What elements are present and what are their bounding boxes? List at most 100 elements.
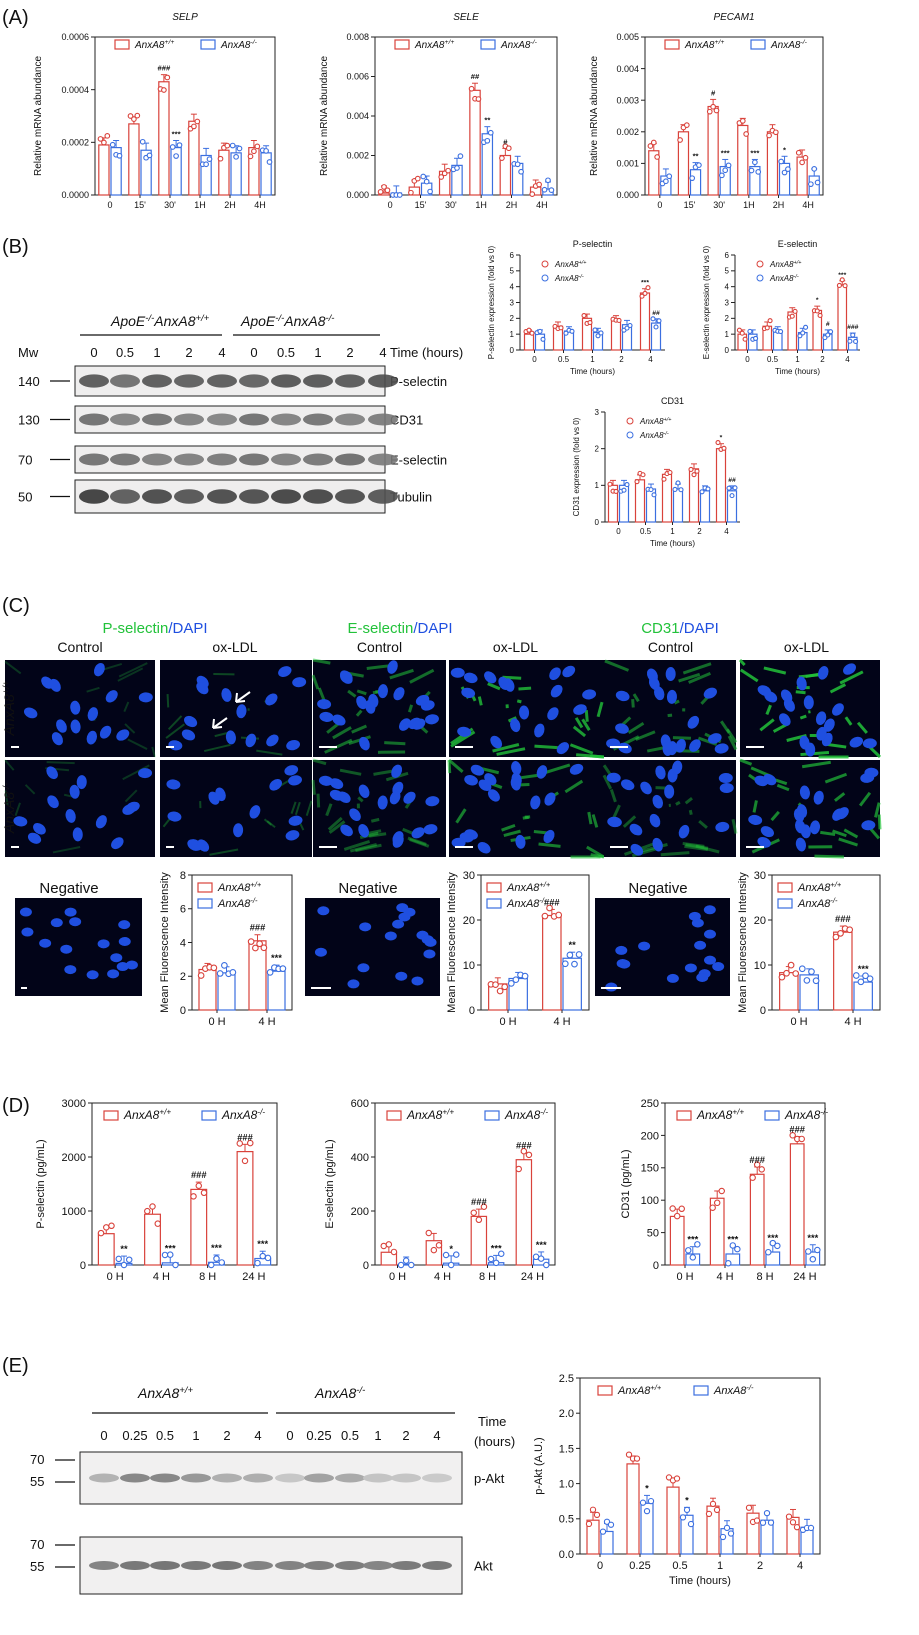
wt-point	[832, 933, 840, 941]
nucleus	[763, 773, 777, 786]
ko-point	[116, 152, 123, 159]
nucleus	[549, 667, 561, 681]
wt-significance: ###	[516, 1140, 532, 1150]
blot-band	[150, 1473, 180, 1483]
nucleus	[50, 918, 63, 928]
legend-swatch-wt	[541, 260, 549, 268]
green-signal	[622, 815, 637, 828]
blot-band	[303, 489, 333, 504]
legend-swatch-ko	[756, 274, 764, 282]
nucleus	[547, 707, 559, 721]
stain-title: E-selectin/DAPI	[347, 620, 452, 637]
legend-label-wt: AnxA8+/+	[123, 1107, 171, 1122]
y-tick-label: 200	[641, 1130, 659, 1142]
ko-bar	[600, 1530, 614, 1555]
ko-point	[650, 316, 656, 322]
legend-label-wt: AnxA8+/+	[506, 880, 551, 894]
wt-point	[555, 911, 563, 919]
ko-point	[537, 1255, 545, 1262]
green-signal	[124, 789, 138, 803]
nucleus	[666, 973, 679, 983]
plot-frame	[771, 874, 881, 1011]
nucleus	[498, 676, 510, 690]
ko-point	[685, 1247, 692, 1254]
nucleus	[511, 761, 522, 775]
ko-point	[705, 486, 711, 492]
nucleus	[487, 789, 500, 802]
blot-band	[174, 453, 204, 466]
nucleus	[849, 736, 864, 748]
oxldl-label: ox-LDL	[212, 639, 257, 655]
wt-significance: ##	[471, 72, 480, 81]
mw-marker: 70	[30, 1452, 44, 1467]
nucleus	[318, 775, 333, 786]
ko-point	[397, 1261, 405, 1269]
ko-point	[723, 1524, 731, 1532]
lane-label: 1	[314, 345, 321, 360]
wt-point	[789, 1519, 797, 1526]
nucleus	[392, 831, 404, 845]
green-signal	[4, 790, 9, 806]
lane-label: 0	[100, 1428, 107, 1443]
nucleus	[655, 765, 666, 780]
blot-band	[363, 1561, 393, 1570]
green-signal	[672, 736, 691, 740]
control-label: Control	[357, 639, 402, 655]
legend-swatch-wt	[756, 260, 764, 268]
wt-bar	[766, 131, 779, 196]
green-signal	[407, 836, 427, 846]
legend-swatch-ko	[201, 1110, 217, 1121]
green-signal	[492, 743, 520, 753]
ko-significance: ***	[211, 1243, 222, 1253]
legend-swatch-wt	[114, 39, 130, 50]
oxldl-label: ox-LDL	[784, 639, 829, 655]
nucleus	[718, 773, 733, 784]
nucleus	[111, 837, 124, 850]
wt-point	[814, 308, 820, 314]
nucleus	[703, 929, 716, 939]
nucleus	[314, 947, 327, 957]
wt-point	[836, 282, 842, 289]
green-signal	[801, 760, 831, 769]
ko-point	[396, 192, 403, 198]
wt-point	[798, 1135, 805, 1143]
nucleus	[197, 839, 210, 852]
nucleus	[799, 785, 810, 800]
blot-band	[368, 453, 398, 466]
green-signal	[522, 815, 529, 820]
green-signal	[844, 716, 853, 726]
ko-point	[592, 327, 598, 333]
ko-significance: **	[693, 152, 699, 161]
ko-significance: ###	[847, 324, 859, 331]
nucleus	[332, 714, 346, 726]
wt-point	[661, 476, 667, 482]
ko-significance: *	[685, 1495, 689, 1505]
blot-band	[271, 453, 301, 466]
mw-marker: 55	[30, 1559, 44, 1574]
x-tick-label: 24 H	[793, 1271, 816, 1283]
green-signal	[731, 818, 738, 834]
wt-point	[683, 122, 690, 128]
wt-point	[669, 1205, 676, 1212]
y-tick-label: 6	[510, 251, 515, 260]
nucleus	[640, 781, 652, 795]
green-signal	[503, 829, 521, 837]
ko-point	[748, 167, 755, 174]
nucleus	[652, 837, 663, 852]
y-tick-label: 0	[180, 1005, 186, 1017]
green-signal	[688, 671, 711, 684]
nucleus	[392, 919, 405, 929]
ko-point	[853, 338, 859, 345]
y-tick-label: 5	[510, 267, 515, 276]
wt-point	[384, 187, 391, 194]
ko-point	[561, 960, 569, 968]
mw-label: Mw	[18, 345, 39, 360]
nucleus	[387, 660, 398, 674]
ko-significance: ***	[750, 148, 759, 157]
nucleus	[618, 959, 631, 969]
arrow-icon	[235, 691, 251, 703]
wt-point	[742, 336, 748, 342]
wt-bar	[188, 120, 200, 196]
legend-swatch-wt	[486, 882, 502, 893]
